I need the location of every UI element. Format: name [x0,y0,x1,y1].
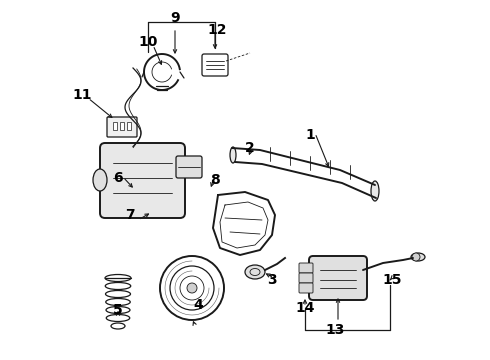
Text: 2: 2 [245,141,255,155]
Text: 13: 13 [325,323,344,337]
Text: 1: 1 [305,128,315,142]
Ellipse shape [371,181,379,201]
Circle shape [187,283,197,293]
Text: 8: 8 [210,173,220,187]
Text: 3: 3 [267,273,277,287]
Text: 14: 14 [295,301,315,315]
FancyBboxPatch shape [309,256,367,300]
Ellipse shape [411,253,425,261]
FancyBboxPatch shape [107,117,137,137]
FancyBboxPatch shape [100,143,185,218]
Bar [113,122,117,130]
Text: 4: 4 [193,298,203,312]
Text: 9: 9 [170,11,180,25]
Ellipse shape [93,169,107,191]
Ellipse shape [230,147,236,163]
Text: 10: 10 [138,35,158,49]
Ellipse shape [245,265,265,279]
Circle shape [412,253,420,261]
Text: 5: 5 [113,303,123,317]
Bar [120,122,124,130]
Text: 11: 11 [72,88,92,102]
Text: 7: 7 [125,208,135,222]
Bar [127,122,131,130]
FancyBboxPatch shape [299,273,313,283]
Text: 6: 6 [113,171,123,185]
FancyBboxPatch shape [299,263,313,273]
Text: 15: 15 [382,273,402,287]
Text: 12: 12 [207,23,227,37]
FancyBboxPatch shape [176,156,202,178]
FancyBboxPatch shape [299,283,313,293]
